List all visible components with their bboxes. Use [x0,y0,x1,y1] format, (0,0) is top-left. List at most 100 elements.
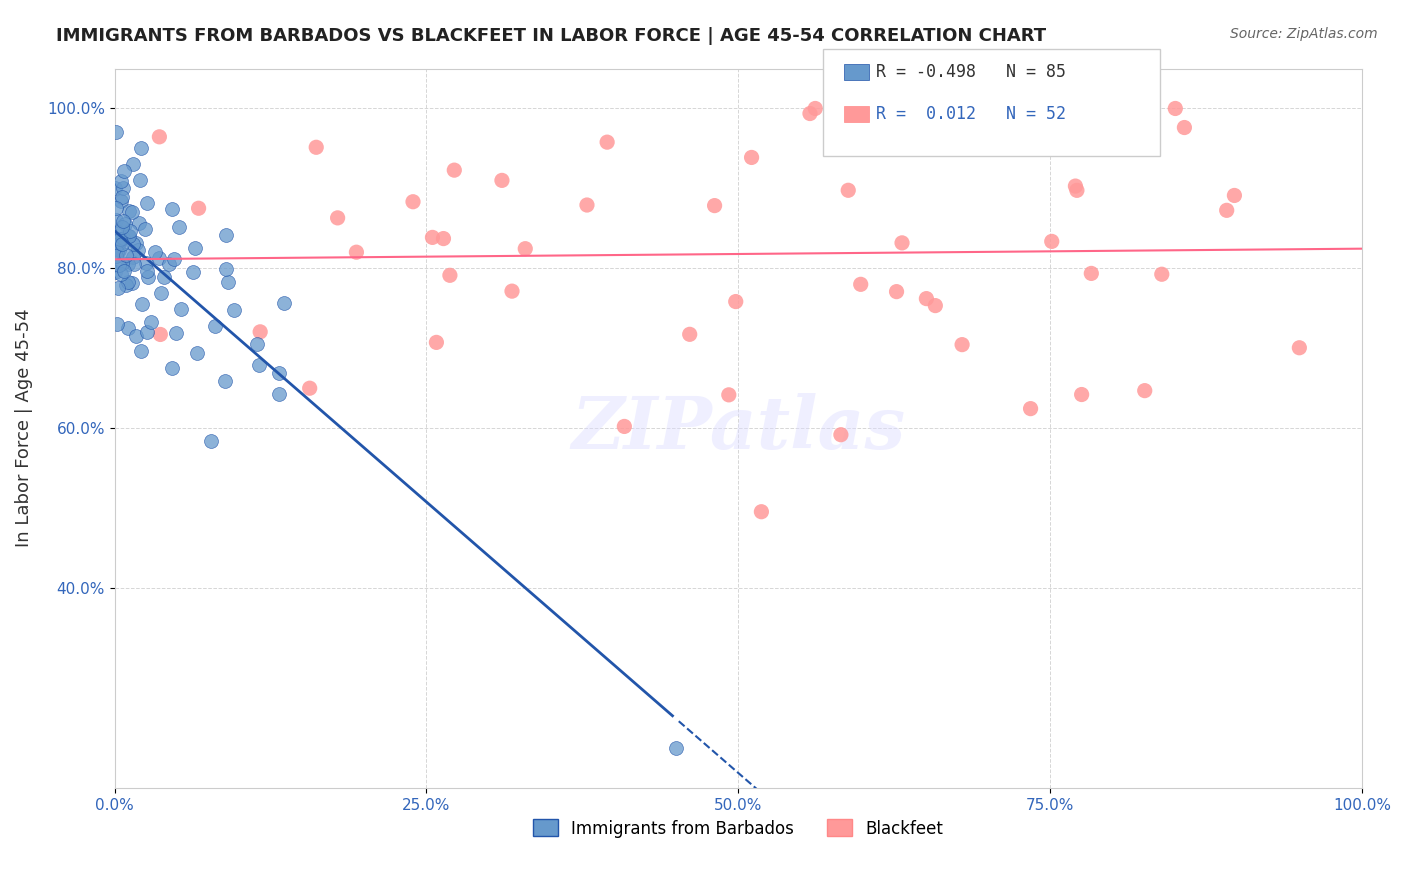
Point [105,202,128,216]
Point [204,318,226,333]
Point [111,181,134,195]
Point [1288,341,1310,355]
Point [249,325,271,339]
Point [152,269,174,284]
Point [181,265,204,279]
Point [105,244,128,259]
Y-axis label: In Labor Force | Age 45-54: In Labor Force | Age 45-54 [15,309,32,548]
Point [107,318,129,332]
Point [104,180,127,194]
Point [501,284,523,298]
Point [246,336,269,351]
Point [298,381,321,395]
Point [122,156,145,170]
Point [160,202,183,217]
Point [118,224,141,238]
Text: R =  0.012   N = 52: R = 0.012 N = 52 [876,105,1066,123]
Point [170,301,193,316]
Point [1164,102,1187,116]
Point [111,220,134,235]
Point [1223,188,1246,202]
Point [105,125,128,139]
Point [491,173,513,187]
Point [150,286,173,301]
Point [966,116,988,130]
Point [128,217,150,231]
Point [107,225,129,239]
Point [184,241,207,255]
Point [131,296,153,310]
Point [110,194,132,208]
Point [665,740,688,755]
Point [124,258,146,272]
Point [432,231,454,245]
Point [575,198,598,212]
Point [135,325,157,339]
Point [830,427,852,442]
Point [112,163,135,178]
Point [157,257,180,271]
Point [110,267,132,281]
Point [804,102,827,116]
Point [143,245,166,260]
Point [422,230,444,244]
Point [1121,115,1143,129]
Point [162,252,184,267]
Point [124,329,146,343]
Point [117,257,139,271]
Point [107,235,129,250]
Point [305,140,328,154]
Point [344,245,367,260]
Point [267,386,290,401]
Point [166,326,188,341]
Point [134,222,156,236]
Point [136,195,159,210]
Point [135,264,157,278]
Point [108,232,131,246]
Point [1070,387,1092,401]
Text: R = -0.498   N = 85: R = -0.498 N = 85 [876,63,1066,81]
Point [129,141,152,155]
Point [186,346,208,360]
Point [111,190,134,204]
Point [326,211,349,225]
Text: ZIPatlas: ZIPatlas [571,392,905,464]
Legend: Immigrants from Barbados, Blackfeet: Immigrants from Barbados, Blackfeet [526,813,950,844]
Point [849,277,872,292]
Text: IMMIGRANTS FROM BARBADOS VS BLACKFEET IN LABOR FORCE | AGE 45-54 CORRELATION CHA: IMMIGRANTS FROM BARBADOS VS BLACKFEET IN… [56,27,1046,45]
Point [679,327,702,342]
Point [222,302,245,317]
Point [425,335,447,350]
Point [717,388,740,402]
Point [118,204,141,219]
Point [160,361,183,376]
Point [114,217,136,231]
Point [613,419,636,434]
Point [799,106,821,120]
Point [127,244,149,258]
Point [112,231,135,245]
Point [1040,235,1063,249]
Point [215,227,238,242]
Point [111,237,134,252]
Point [104,249,127,263]
Point [148,129,170,144]
Point [121,276,143,290]
Point [515,242,537,256]
Point [117,321,139,335]
Point [121,205,143,219]
Point [891,235,914,250]
Point [117,275,139,289]
Point [924,299,946,313]
Point [121,250,143,264]
Point [107,281,129,295]
Point [111,255,134,269]
Point [214,374,236,388]
Point [118,228,141,243]
Point [439,268,461,283]
Point [751,505,773,519]
Point [117,229,139,244]
Point [129,172,152,186]
Point [724,294,747,309]
Point [1150,267,1173,281]
